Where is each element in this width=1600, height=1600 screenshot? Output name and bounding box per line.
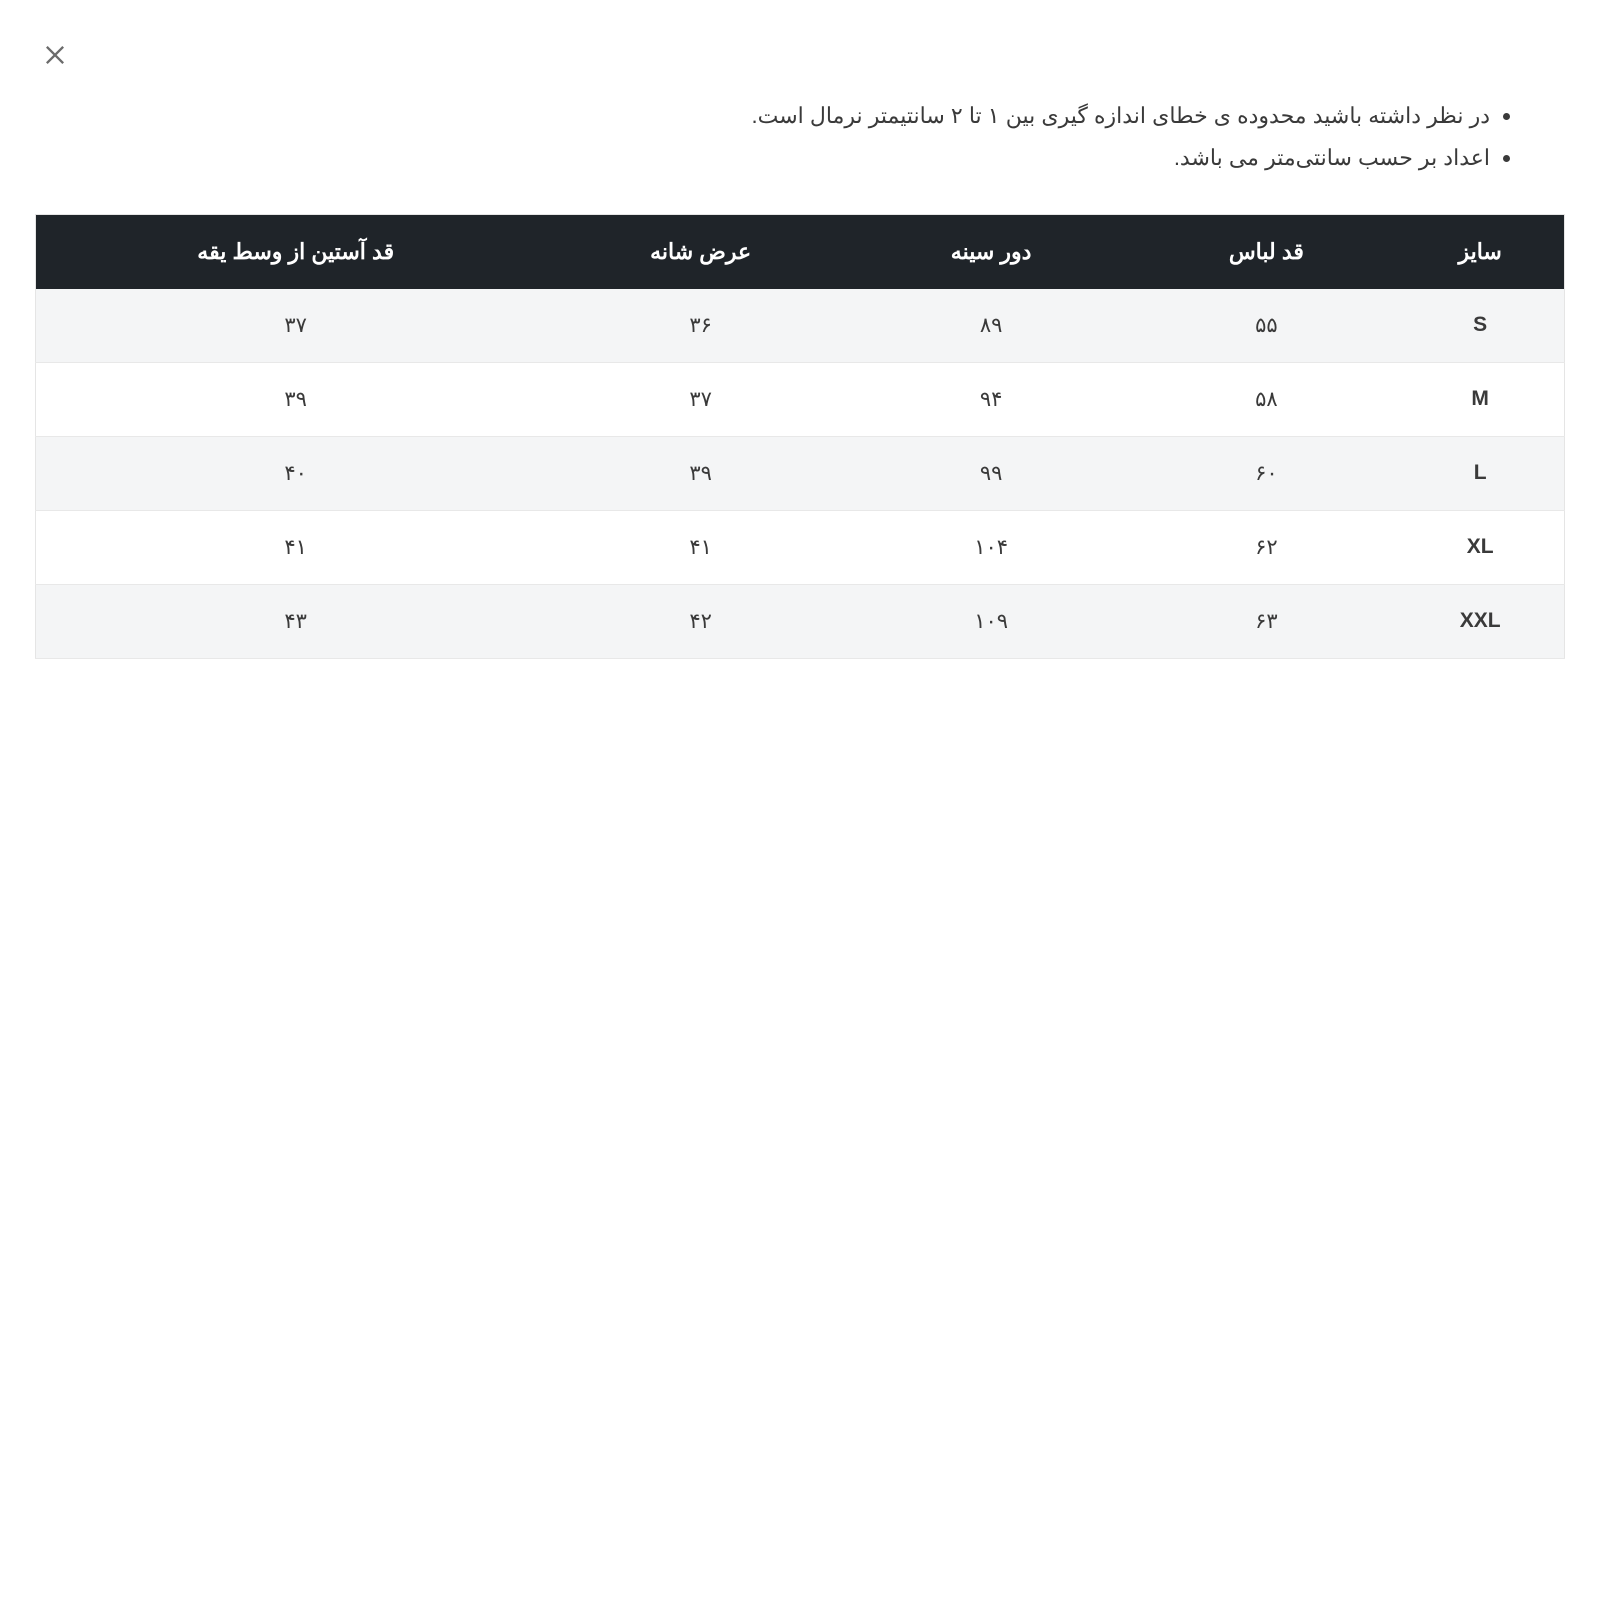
cell-shoulder: ۴۲ bbox=[555, 584, 846, 658]
table-header-row: سایز قد لباس دور سینه عرض شانه قد آستین … bbox=[36, 214, 1565, 289]
cell-shoulder: ۳۶ bbox=[555, 289, 846, 363]
close-icon bbox=[41, 41, 69, 69]
table-row: XXL ۶۳ ۱۰۹ ۴۲ ۴۳ bbox=[36, 584, 1565, 658]
content-area: در نظر داشته باشید محدوده ی خطای اندازه … bbox=[0, 0, 1600, 694]
cell-size: S bbox=[1396, 289, 1564, 363]
cell-chest: ۹۹ bbox=[846, 436, 1137, 510]
cell-sleeve: ۳۹ bbox=[36, 362, 556, 436]
col-header-length: قد لباس bbox=[1136, 214, 1396, 289]
cell-length: ۶۰ bbox=[1136, 436, 1396, 510]
cell-chest: ۱۰۹ bbox=[846, 584, 1137, 658]
cell-shoulder: ۳۷ bbox=[555, 362, 846, 436]
cell-shoulder: ۴۱ bbox=[555, 510, 846, 584]
note-item: اعداد بر حسب سانتی‌متر می باشد. bbox=[35, 137, 1490, 179]
cell-size: XL bbox=[1396, 510, 1564, 584]
close-button[interactable] bbox=[35, 35, 75, 75]
col-header-sleeve: قد آستین از وسط یقه bbox=[36, 214, 556, 289]
table-row: S ۵۵ ۸۹ ۳۶ ۳۷ bbox=[36, 289, 1565, 363]
notes-list: در نظر داشته باشید محدوده ی خطای اندازه … bbox=[35, 95, 1565, 179]
cell-size: M bbox=[1396, 362, 1564, 436]
cell-size: XXL bbox=[1396, 584, 1564, 658]
cell-length: ۶۲ bbox=[1136, 510, 1396, 584]
cell-shoulder: ۳۹ bbox=[555, 436, 846, 510]
cell-size: L bbox=[1396, 436, 1564, 510]
cell-length: ۵۵ bbox=[1136, 289, 1396, 363]
size-table: سایز قد لباس دور سینه عرض شانه قد آستین … bbox=[35, 214, 1565, 659]
cell-sleeve: ۴۱ bbox=[36, 510, 556, 584]
note-item: در نظر داشته باشید محدوده ی خطای اندازه … bbox=[35, 95, 1490, 137]
col-header-chest: دور سینه bbox=[846, 214, 1137, 289]
table-row: L ۶۰ ۹۹ ۳۹ ۴۰ bbox=[36, 436, 1565, 510]
cell-length: ۵۸ bbox=[1136, 362, 1396, 436]
cell-chest: ۱۰۴ bbox=[846, 510, 1137, 584]
table-row: XL ۶۲ ۱۰۴ ۴۱ ۴۱ bbox=[36, 510, 1565, 584]
cell-sleeve: ۴۳ bbox=[36, 584, 556, 658]
cell-chest: ۸۹ bbox=[846, 289, 1137, 363]
col-header-size: سایز bbox=[1396, 214, 1564, 289]
table-row: M ۵۸ ۹۴ ۳۷ ۳۹ bbox=[36, 362, 1565, 436]
col-header-shoulder: عرض شانه bbox=[555, 214, 846, 289]
cell-sleeve: ۳۷ bbox=[36, 289, 556, 363]
cell-sleeve: ۴۰ bbox=[36, 436, 556, 510]
cell-length: ۶۳ bbox=[1136, 584, 1396, 658]
cell-chest: ۹۴ bbox=[846, 362, 1137, 436]
